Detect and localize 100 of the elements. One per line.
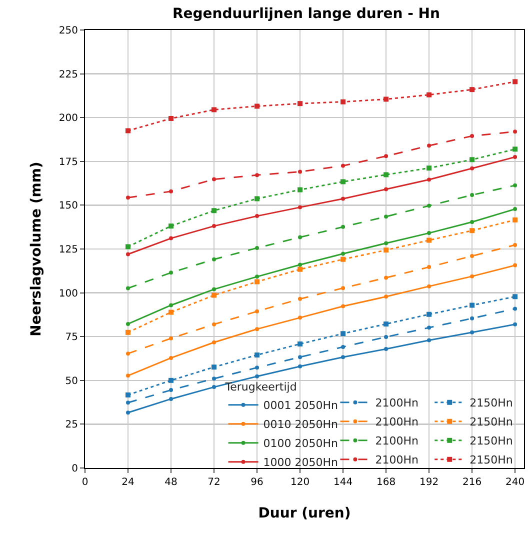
point bbox=[512, 217, 518, 222]
point bbox=[384, 214, 388, 219]
legend-label: 0010 2050Hn bbox=[263, 418, 338, 432]
point bbox=[168, 224, 174, 229]
point bbox=[427, 231, 432, 236]
point bbox=[212, 107, 217, 112]
point bbox=[470, 193, 474, 198]
x-tick-label: 240 bbox=[505, 477, 525, 488]
point bbox=[512, 294, 518, 300]
point bbox=[384, 334, 388, 339]
point bbox=[298, 355, 302, 360]
point bbox=[126, 286, 130, 290]
point bbox=[427, 144, 432, 148]
x-tick-label: 216 bbox=[462, 477, 482, 488]
point bbox=[169, 356, 174, 360]
point bbox=[126, 196, 130, 200]
legend-label: 2150Hn bbox=[470, 454, 513, 467]
point bbox=[341, 196, 346, 201]
point bbox=[126, 252, 130, 256]
x-tick-label: 144 bbox=[333, 477, 353, 488]
point bbox=[384, 187, 388, 192]
point bbox=[341, 252, 346, 256]
y-tick-label: 175 bbox=[58, 156, 78, 168]
y-axis-title: Neerslagvolume (mm) bbox=[28, 162, 45, 336]
legend-label: 2150Hn bbox=[470, 434, 513, 448]
point bbox=[255, 246, 260, 250]
point bbox=[298, 341, 303, 346]
point bbox=[384, 276, 388, 280]
point bbox=[169, 396, 174, 401]
point bbox=[513, 263, 518, 268]
point bbox=[298, 266, 303, 272]
point bbox=[126, 352, 130, 356]
point bbox=[470, 228, 475, 234]
point bbox=[126, 392, 130, 398]
point bbox=[298, 170, 302, 174]
y-tick-label: 0 bbox=[72, 464, 78, 474]
point bbox=[169, 189, 174, 194]
point bbox=[126, 128, 130, 134]
point bbox=[212, 177, 216, 182]
point bbox=[254, 104, 260, 109]
point bbox=[212, 364, 217, 370]
point bbox=[341, 286, 346, 290]
point bbox=[298, 205, 302, 210]
point bbox=[255, 309, 260, 314]
point bbox=[126, 322, 130, 326]
legend-label: 2100Hn bbox=[375, 416, 418, 429]
point bbox=[384, 96, 389, 102]
point bbox=[470, 254, 474, 258]
point bbox=[126, 410, 130, 415]
point bbox=[169, 236, 174, 240]
point bbox=[384, 321, 389, 326]
y-tick-label: 75 bbox=[65, 332, 78, 344]
point bbox=[426, 92, 432, 98]
legend-title: Terugkeertijd bbox=[224, 380, 297, 394]
point bbox=[384, 347, 388, 352]
point bbox=[255, 366, 260, 370]
point bbox=[470, 87, 475, 92]
point bbox=[298, 101, 303, 106]
point bbox=[254, 196, 260, 202]
point bbox=[298, 316, 302, 320]
point bbox=[427, 284, 432, 288]
point bbox=[427, 265, 432, 270]
point bbox=[341, 304, 346, 308]
x-tick-label: 72 bbox=[208, 477, 220, 488]
x-tick-label: 48 bbox=[164, 477, 178, 488]
legend-label: 2100Hn bbox=[375, 396, 418, 410]
point bbox=[254, 352, 260, 358]
point bbox=[470, 302, 475, 308]
point bbox=[384, 154, 388, 158]
legend-label: 2150Hn bbox=[470, 396, 513, 410]
x-axis-title: Duur (uren) bbox=[258, 505, 351, 522]
point bbox=[341, 344, 346, 349]
point bbox=[212, 385, 216, 390]
point bbox=[384, 248, 389, 253]
point bbox=[254, 279, 260, 284]
point bbox=[426, 238, 432, 243]
y-tick-label: 100 bbox=[58, 288, 78, 300]
point bbox=[427, 326, 432, 330]
point bbox=[212, 322, 216, 326]
point bbox=[470, 330, 474, 334]
point bbox=[298, 296, 302, 301]
point bbox=[255, 214, 260, 218]
point bbox=[169, 270, 174, 275]
y-tick-label: 125 bbox=[58, 244, 78, 256]
y-tick-label: 150 bbox=[58, 200, 78, 212]
y-tick-label: 250 bbox=[58, 26, 78, 36]
point bbox=[298, 235, 302, 240]
x-tick-label: 24 bbox=[122, 477, 134, 488]
point bbox=[512, 79, 518, 84]
point bbox=[384, 172, 389, 178]
point bbox=[126, 374, 130, 378]
point bbox=[470, 157, 475, 162]
point bbox=[255, 374, 260, 378]
point bbox=[426, 312, 432, 317]
point bbox=[212, 340, 216, 344]
point bbox=[341, 164, 346, 168]
point bbox=[427, 204, 432, 208]
point bbox=[513, 306, 518, 311]
point bbox=[341, 355, 346, 360]
x-tick-label: 192 bbox=[419, 477, 439, 488]
